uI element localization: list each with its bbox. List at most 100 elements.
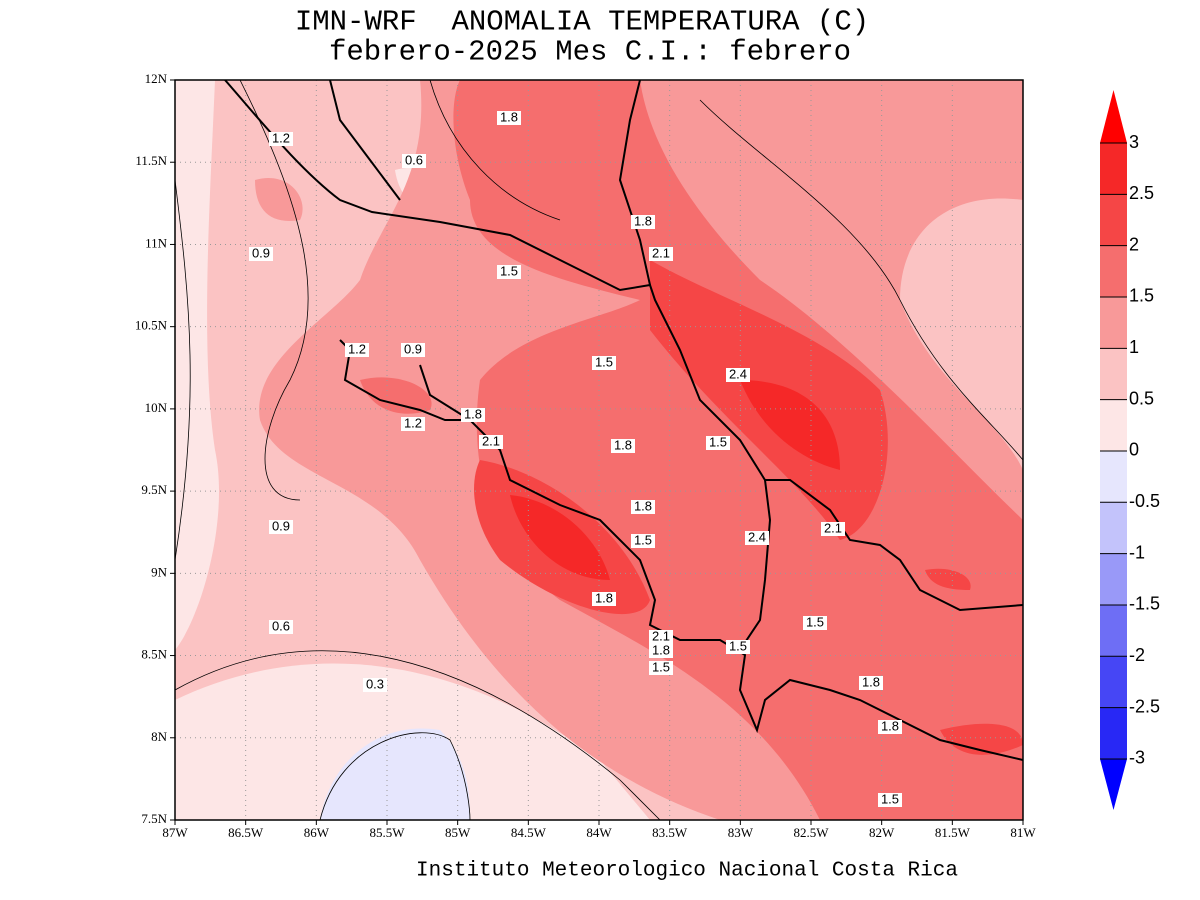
colorbar-label: 3: [1129, 132, 1139, 152]
anomaly-region: [510, 495, 610, 580]
colorbar-label: -1: [1129, 542, 1145, 562]
contour-label-bg: [803, 616, 827, 630]
contour-label: 1.5: [806, 614, 824, 629]
lat-label: 9N: [151, 564, 168, 579]
contour-label-bg: [363, 678, 387, 692]
contour-label-bg: [592, 592, 616, 606]
contour-label: 1.8: [464, 406, 482, 421]
contour-label: 1.5: [729, 638, 747, 653]
anomaly-region: [320, 728, 470, 820]
lon-label: 84W: [586, 825, 612, 840]
contour-label: 2.4: [748, 529, 766, 544]
lat-label: 7.5N: [141, 811, 167, 826]
lon-label: 83.5W: [652, 825, 688, 840]
contour-label-bg: [497, 265, 521, 279]
lon-label: 81.5W: [935, 825, 971, 840]
anomaly-region: [175, 80, 220, 650]
contour-label: 2.1: [652, 628, 670, 643]
lat-label: 9.5N: [141, 482, 167, 497]
title: IMN-WRF ANOMALIA TEMPERATURA (C): [295, 6, 869, 39]
colorbar-label: 1: [1129, 337, 1139, 357]
contour-label-bg: [401, 417, 425, 431]
contour-label-bg: [401, 343, 425, 357]
contour-label: 1.2: [404, 415, 422, 430]
contour-label-bg: [497, 111, 521, 125]
lon-label: 82.5W: [793, 825, 829, 840]
contour-label: 2.1: [824, 520, 842, 535]
contour-label: 1.8: [634, 213, 652, 228]
contour-label: 1.8: [614, 437, 632, 452]
contour-label-bg: [745, 531, 769, 545]
colorbar-box: [1100, 296, 1127, 349]
footer: Instituto Meteorologico Nacional Costa R…: [416, 860, 958, 883]
contour-label: 1.5: [595, 354, 613, 369]
lon-label: 85.5W: [369, 825, 405, 840]
colorbar-box: [1100, 194, 1127, 246]
colorbar-label: 1.5: [1129, 286, 1154, 306]
contour-label-bg: [859, 676, 883, 690]
contour-label-bg: [649, 247, 673, 261]
colorbar-label: -3: [1129, 748, 1145, 768]
contour-label-bg: [402, 154, 426, 168]
coastline: [175, 80, 1023, 820]
lat-label: 12N: [145, 71, 168, 86]
colorbar-label: -2: [1129, 645, 1145, 665]
contour-label: 1.8: [881, 718, 899, 733]
contour-label-bg: [269, 132, 293, 146]
anomaly-region: [453, 80, 1023, 820]
lon-label: 84.5W: [511, 825, 547, 840]
contour-label: 1.8: [634, 498, 652, 513]
contour-label: 1.8: [595, 590, 613, 605]
colorbar-box: [1100, 143, 1127, 195]
contour-label-bg: [631, 534, 655, 548]
colorbar-box: [1100, 502, 1127, 554]
contour-label: 0.3: [366, 676, 384, 691]
contour-label: 0.9: [272, 518, 290, 533]
contour-label-bg: [726, 368, 750, 382]
colorbar-label: 2: [1129, 234, 1139, 254]
colorbar-box: [1100, 245, 1127, 297]
colorbar-label: -2.5: [1129, 696, 1160, 716]
contour-label-bg: [592, 356, 616, 370]
contour-label: 0.9: [252, 245, 270, 260]
temperature-field: [175, 80, 1023, 820]
contour-label: 0.6: [272, 618, 290, 633]
lat-label: 11N: [145, 235, 168, 250]
colorbar-box: [1100, 604, 1127, 657]
contour-label: 1.5: [652, 659, 670, 674]
lon-label: 86.5W: [228, 825, 264, 840]
lat-label: 10.5N: [135, 318, 168, 333]
colorbar-box: [1100, 656, 1127, 708]
contour-label-bg: [878, 793, 902, 807]
contour-label-bg: [631, 215, 655, 229]
colorbar-box: [1100, 399, 1127, 451]
contour-label-bg: [345, 343, 369, 357]
contour-label-bg: [649, 630, 673, 644]
lat-label: 8.5N: [141, 647, 167, 662]
contour-label-bg: [461, 408, 485, 422]
lon-label: 85W: [445, 825, 471, 840]
colorbar-box: [1100, 553, 1127, 605]
contour-label: 1.5: [881, 791, 899, 806]
contour-label-bg: [631, 500, 655, 514]
contour-label: 1.2: [272, 130, 290, 145]
subtitle: febrero-2025 Mes C.I.: febrero: [329, 36, 851, 69]
contour-label-bg: [269, 520, 293, 534]
colorbar-arrow: [1100, 758, 1127, 810]
lat-label: 8N: [151, 729, 168, 744]
contour-label-bg: [649, 661, 673, 675]
contour-label-bg: [726, 640, 750, 654]
colorbar-label: 0.5: [1129, 388, 1154, 408]
contour-label: 1.8: [862, 674, 880, 689]
contour-label: 1.2: [348, 341, 366, 356]
colorbar-arrow: [1100, 90, 1127, 143]
contour-label: 1.8: [652, 642, 670, 657]
anomaly-region: [940, 723, 1023, 755]
contour-label-bg: [249, 247, 273, 261]
contour-label: 2.1: [652, 245, 670, 260]
lon-label: 87W: [162, 825, 188, 840]
contour-label: 2.1: [482, 433, 500, 448]
contour-label-bg: [821, 522, 845, 536]
anomaly-region: [255, 178, 303, 221]
